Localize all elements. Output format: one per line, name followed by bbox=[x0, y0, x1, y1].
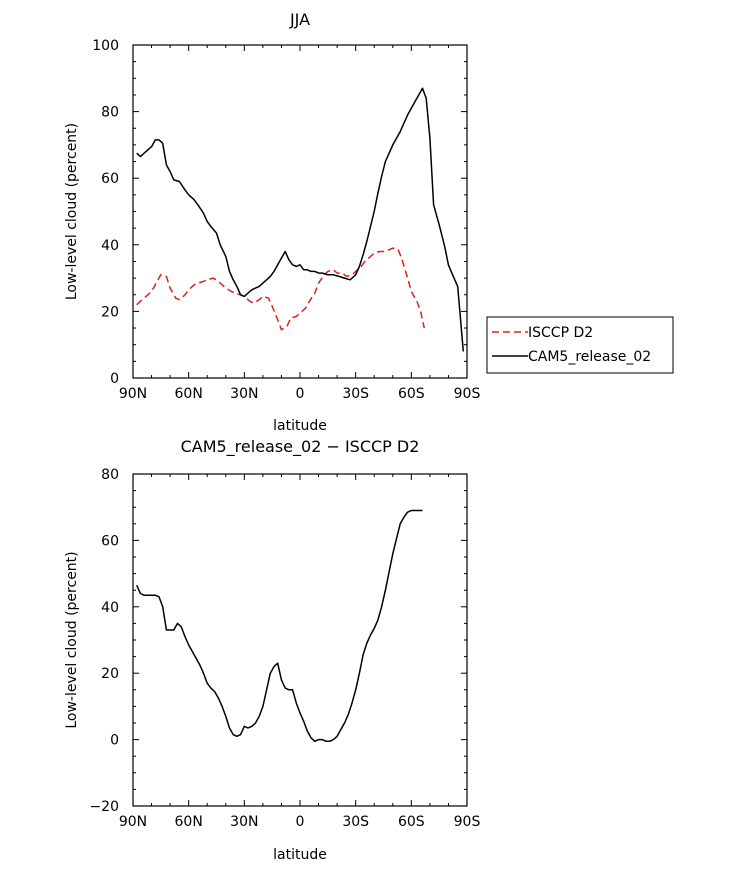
y-tick-label: 40 bbox=[101, 600, 119, 616]
legend: ISCCP D2 CAM5_release_02 bbox=[486, 316, 674, 374]
series-line-isccp-d2 bbox=[136, 247, 426, 331]
x-tick-label: 90S bbox=[454, 814, 481, 830]
chart-title: JJA bbox=[289, 10, 310, 29]
y-tick-label: 80 bbox=[101, 467, 119, 483]
x-tick-label: 90S bbox=[454, 386, 481, 402]
y-tick-label: −20 bbox=[89, 799, 119, 815]
chart-title: CAM5_release_02 − ISCCP D2 bbox=[181, 437, 420, 457]
x-tick-label: 60N bbox=[175, 814, 203, 830]
y-tick-label: 40 bbox=[101, 238, 119, 254]
x-tick-label: 30S bbox=[342, 814, 369, 830]
y-tick-label: 80 bbox=[101, 105, 119, 121]
legend-box bbox=[486, 316, 674, 374]
bottom-panel-difference: 90N 60N 30N 0 30S 60S 90S −20 0 20 40 60 80 CAM5_rele… bbox=[64, 437, 480, 863]
x-tick-label: 60S bbox=[398, 386, 425, 402]
x-tick-label: 30S bbox=[342, 386, 369, 402]
x-tick-label: 90N bbox=[119, 386, 147, 402]
x-tick-label: 60N bbox=[175, 386, 203, 402]
x-tick-label: 90N bbox=[119, 814, 147, 830]
y-tick-label: 20 bbox=[101, 666, 119, 682]
series-line-cam5-release-02-isccp-d2 bbox=[136, 509, 423, 743]
y-tick-label: 0 bbox=[110, 733, 119, 749]
y-tick-label: 20 bbox=[101, 304, 119, 320]
y-axis-label: Low-level cloud (percent) bbox=[64, 551, 80, 728]
legend-label: ISCCP D2 bbox=[528, 325, 593, 341]
x-axis-label: latitude bbox=[273, 418, 327, 434]
y-tick-label: 60 bbox=[101, 533, 119, 549]
y-tick-label: 60 bbox=[101, 171, 119, 187]
plot-frame bbox=[132, 473, 468, 807]
y-tick-label: 0 bbox=[110, 371, 119, 387]
y-tick-label: 100 bbox=[92, 38, 119, 54]
y-axis-label: Low-level cloud (percent) bbox=[64, 123, 80, 300]
x-tick-label: 30N bbox=[230, 814, 258, 830]
series-line-cam5-release-02 bbox=[136, 87, 465, 352]
x-tick-label: 30N bbox=[230, 386, 258, 402]
x-tick-label: 60S bbox=[398, 814, 425, 830]
plot-frame bbox=[132, 44, 468, 379]
top-panel-jja: 90N 60N 30N 0 30S 60S 90S 0 20 40 60 80 100 JJA latitu… bbox=[64, 10, 480, 434]
x-axis-label: latitude bbox=[273, 847, 327, 863]
x-tick-label: 0 bbox=[296, 814, 305, 830]
x-tick-label: 0 bbox=[296, 386, 305, 402]
legend-label: CAM5_release_02 bbox=[528, 349, 651, 365]
